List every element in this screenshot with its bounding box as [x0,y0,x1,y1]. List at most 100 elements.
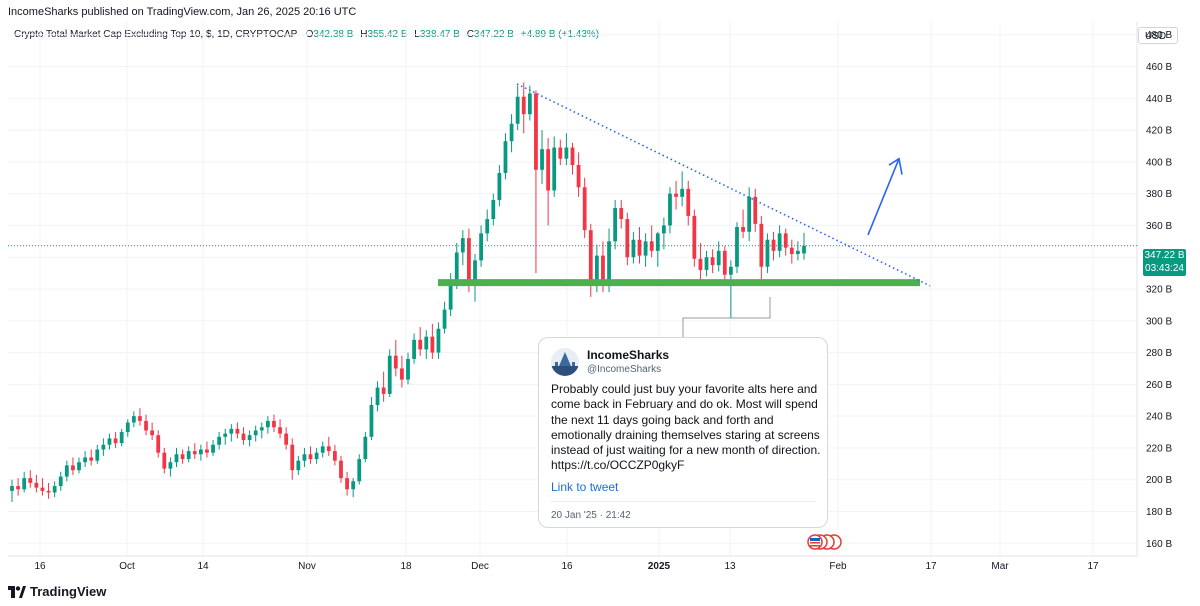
candle-body [369,405,374,437]
candle [205,441,209,458]
candle [521,82,526,134]
candle-body [119,432,124,444]
candle [418,327,423,356]
candle-body [89,457,94,461]
candle [777,225,782,258]
candle-body [649,241,654,251]
candle-body [333,451,337,461]
candle [473,254,477,302]
bar-countdown: 03:43:24 [1145,263,1184,274]
candle-body [631,239,636,258]
tweet-body: Probably could just buy your favorite al… [551,382,821,473]
candle-body [497,172,502,200]
tweet-divider [551,501,816,502]
candle [64,460,69,482]
candle [735,222,739,274]
candle-body [576,165,581,188]
candle [284,427,289,450]
candle-body [448,281,453,310]
candle [564,133,569,166]
candle [186,446,191,463]
candle-body [156,435,161,453]
candle [765,233,770,274]
candle-body [710,257,715,266]
candle [442,301,447,334]
candle-body [729,266,733,275]
y-tick-label: 480 B [1146,30,1172,41]
candle-body [686,188,691,216]
x-tick-label: 14 [197,561,209,572]
last-price: 347.22 B [1144,250,1185,261]
candle-body [509,123,514,142]
candle [704,250,709,277]
candle [552,136,557,197]
candle-body [777,233,782,251]
candle [144,414,148,436]
currency-button[interactable]: USD [1138,27,1178,44]
candle-body [278,427,282,434]
candle [540,130,544,185]
candle [217,432,222,450]
candle [716,241,721,272]
candle-body [430,336,435,353]
candle-body [546,149,551,191]
support-zone[interactable] [438,279,920,287]
candle [485,209,490,242]
candle [393,339,398,377]
candle-body [735,227,739,267]
embedded-tweet[interactable]: IncomeSharks @IncomeSharks Probably coul… [538,337,828,528]
avatar[interactable] [551,348,579,376]
candle-body [473,260,477,282]
candle-body [144,420,148,431]
candle [235,422,240,439]
candle [320,441,325,458]
candle [796,241,800,261]
candle [150,422,155,440]
candle [345,471,349,496]
candle-body [235,428,240,434]
candle [357,454,362,485]
x-tick-label: 16 [34,561,46,572]
candle [503,133,508,180]
event-flags-icon[interactable] [807,534,842,550]
y-tick-label: 360 B [1146,221,1172,232]
candle-body [125,422,130,433]
candle-body [789,247,794,255]
candle [198,444,203,461]
y-tick-label: 160 B [1146,539,1172,550]
breakout-arrow[interactable] [867,158,900,236]
candle-body [95,449,100,461]
candle [381,371,386,402]
descending-trendline[interactable] [516,83,931,287]
candle-body [113,438,118,444]
y-tick-label: 420 B [1146,126,1172,137]
candle [125,419,130,437]
candle-body [741,227,745,232]
candle [661,217,666,250]
candle [162,447,167,474]
x-tick-label: Dec [471,561,489,572]
candle [747,187,752,242]
candle-body [326,446,331,452]
candle [156,430,161,458]
candle-body [540,149,544,170]
y-tick-label: 220 B [1146,443,1172,454]
tradingview-logo[interactable]: TradingView [8,584,106,599]
y-tick-label: 440 B [1146,94,1172,105]
candle-body [527,93,532,115]
candle [729,260,733,318]
candle-body [107,438,112,445]
breakout-arrow-head-icon [888,157,903,175]
candle-body [424,336,429,350]
candle [674,180,678,210]
y-tick-label: 200 B [1146,475,1172,486]
candle [168,457,173,477]
candle-body [253,430,258,436]
candle [491,193,496,226]
tweet-author-handle[interactable]: @IncomeSharks [587,364,662,375]
candle [71,457,75,475]
candle-body [436,328,441,353]
link-to-tweet[interactable]: Link to tweet [551,480,619,494]
tweet-author-name[interactable]: IncomeSharks [587,348,670,362]
candle-body [467,238,471,282]
